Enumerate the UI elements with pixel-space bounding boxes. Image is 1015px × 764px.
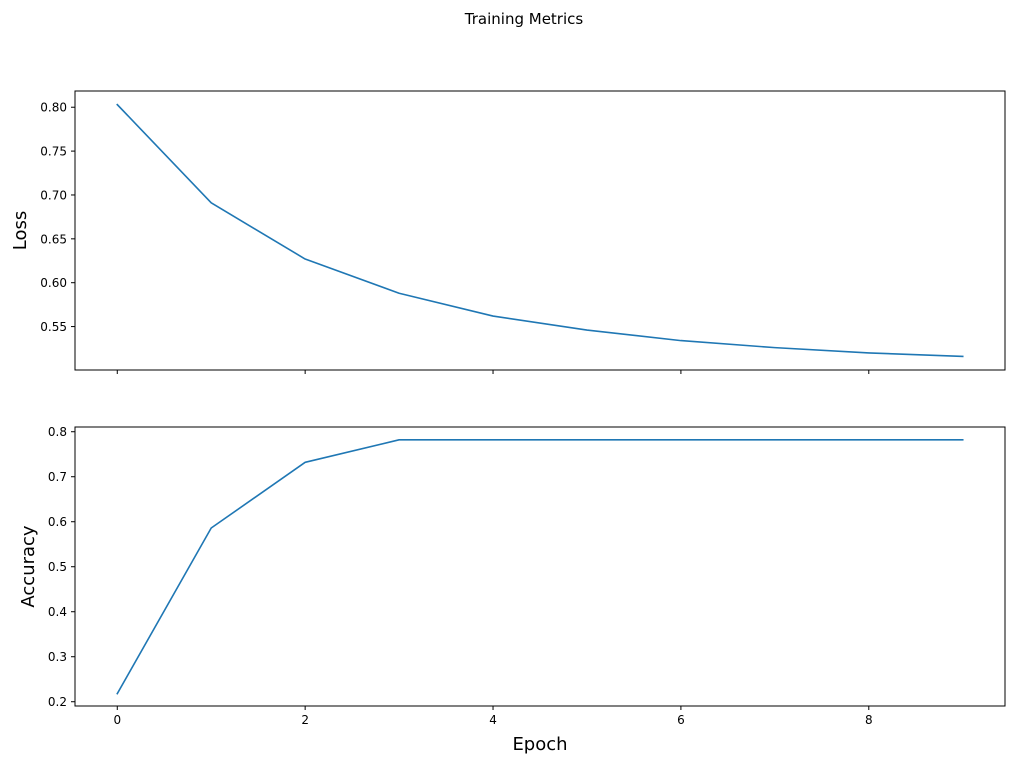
- loss-ytick-label: 0.55: [40, 320, 67, 334]
- loss-ytick-label: 0.75: [40, 145, 67, 159]
- accuracy-ytick-label: 0.4: [48, 605, 67, 619]
- accuracy-xtick-label: 2: [301, 713, 309, 727]
- accuracy-xtick-label: 0: [113, 713, 121, 727]
- accuracy-ytick-label: 0.5: [48, 560, 67, 574]
- loss-ytick-label: 0.70: [40, 188, 67, 202]
- accuracy-ylabel: Accuracy: [18, 525, 39, 608]
- accuracy-xlabel: Epoch: [512, 734, 567, 755]
- accuracy-ytick-label: 0.6: [48, 515, 67, 529]
- loss-ylabel: Loss: [10, 211, 31, 250]
- accuracy-ytick-label: 0.7: [48, 470, 67, 484]
- loss-ytick-label: 0.60: [40, 276, 67, 290]
- loss-ytick-label: 0.80: [40, 101, 67, 115]
- accuracy-xtick-label: 6: [677, 713, 685, 727]
- accuracy-xtick-label: 8: [865, 713, 873, 727]
- accuracy-axes-frame: [74, 426, 1006, 707]
- accuracy-panel: 0.2 0.3 0.4 0.5 0.6 0.7 0.8 0 2 4 6 8 Accuracy Epoch: [18, 425, 1006, 755]
- accuracy-line: [116, 439, 964, 695]
- accuracy-ytick-label: 0.2: [48, 695, 67, 709]
- loss-axes-frame: [74, 90, 1006, 371]
- chart-panels: 0.550.600.650.700.750.80Loss0.20.30.40.5…: [10, 90, 1006, 755]
- loss-ytick-label: 0.65: [40, 232, 67, 246]
- loss-panel: 0.55 0.60 0.65 0.70 0.75 0.80 Loss: [10, 90, 1006, 374]
- accuracy-ytick-label: 0.8: [48, 425, 67, 439]
- accuracy-ytick-label: 0.3: [48, 650, 67, 664]
- loss-line: [116, 103, 964, 358]
- figure-suptitle: Training Metrics: [464, 10, 584, 28]
- accuracy-xtick-label: 4: [489, 713, 497, 727]
